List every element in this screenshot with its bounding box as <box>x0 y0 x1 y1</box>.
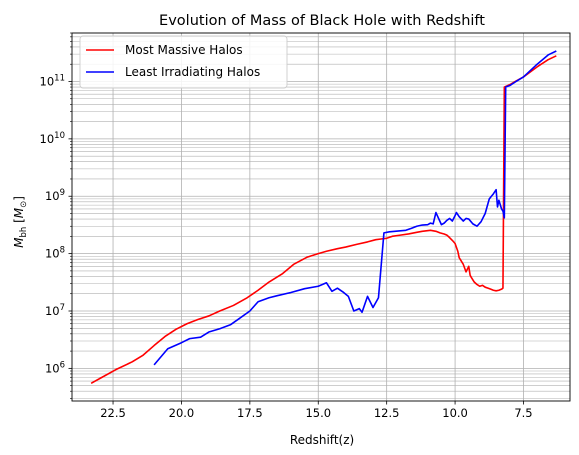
x-tick-label: 17.5 <box>237 406 263 420</box>
x-axis-label: Redshift(z) <box>290 433 354 447</box>
chart-title: Evolution of Mass of Black Hole with Red… <box>159 13 485 29</box>
x-tick-label: 20.0 <box>169 406 195 420</box>
x-tick-label: 12.5 <box>374 406 400 420</box>
legend-label-most-massive: Most Massive Halos <box>125 43 243 57</box>
legend: Most Massive Halos Least Irradiating Hal… <box>80 36 287 88</box>
x-tick-label: 15.0 <box>305 406 331 420</box>
x-tick-label: 10.0 <box>442 406 468 420</box>
x-tick-label: 22.5 <box>100 406 126 420</box>
legend-label-least-irradiating: Least Irradiating Halos <box>125 65 260 79</box>
x-tick-label: 7.5 <box>514 406 532 420</box>
